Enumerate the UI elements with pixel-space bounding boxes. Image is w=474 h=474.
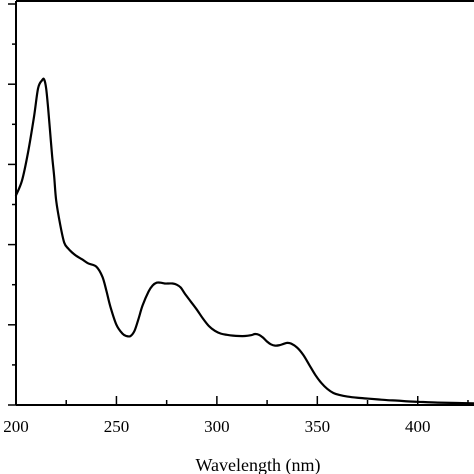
- x-axis-title: Wavelength (nm): [195, 455, 320, 474]
- x-tick-label: 400: [405, 417, 431, 436]
- x-tick-label: 250: [104, 417, 130, 436]
- ticks-layer: 200 250 300 350 400: [3, 3, 469, 436]
- x-tick-label: 200: [3, 417, 29, 436]
- x-tick-label: 350: [305, 417, 331, 436]
- axes-layer: [15, 0, 474, 406]
- series-layer: [14, 77, 474, 405]
- spectrum-line: [14, 77, 474, 405]
- x-tick-label: 300: [204, 417, 230, 436]
